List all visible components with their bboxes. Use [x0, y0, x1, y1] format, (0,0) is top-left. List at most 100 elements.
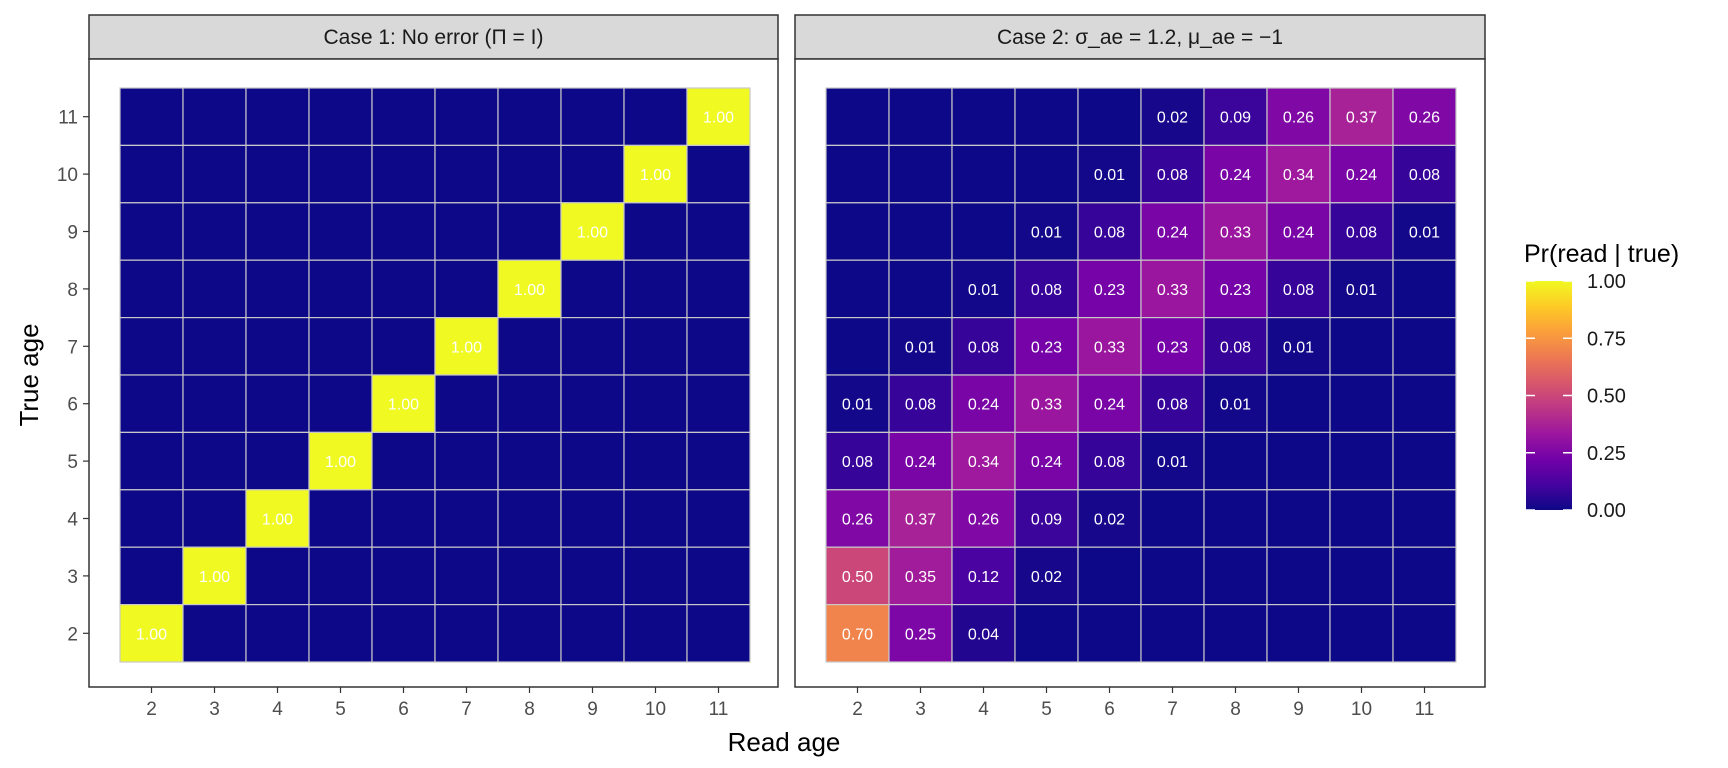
heatmap-cell	[951, 259, 1016, 319]
heatmap-cell	[1203, 546, 1268, 606]
heatmap-cell	[1329, 431, 1394, 491]
heatmap-cell	[1014, 317, 1079, 376]
y-tick-label: 9	[67, 223, 78, 244]
cell-value-label: 0.37	[905, 512, 936, 529]
y-tick-label: 4	[67, 510, 78, 531]
heatmap-cell	[1203, 374, 1268, 434]
cell-value-label: 0.70	[842, 626, 873, 643]
heatmap-cell	[371, 317, 436, 376]
heatmap-cell	[119, 603, 184, 663]
heatmap-cell	[119, 202, 184, 261]
heatmap-cell	[497, 202, 562, 261]
heatmap-cell	[623, 489, 688, 548]
x-tick-label: 9	[1293, 699, 1304, 720]
y-tick-label: 8	[67, 280, 78, 301]
legend-tick-label: 0.25	[1587, 443, 1626, 465]
heatmap-cell	[497, 144, 562, 204]
cell-value-label: 0.34	[1283, 167, 1314, 184]
heatmap-cell	[497, 546, 562, 606]
cell-value-label: 1.00	[577, 225, 608, 242]
heatmap-cell	[686, 546, 751, 606]
heatmap-cell	[1203, 431, 1268, 491]
heatmap-cell	[560, 603, 625, 663]
y-tick-label: 5	[67, 452, 78, 473]
heatmap-cell	[825, 317, 890, 376]
heatmap-cell	[623, 431, 688, 491]
cell-value-label: 0.02	[1094, 512, 1125, 529]
heatmap-cell	[119, 374, 184, 434]
cell-value-label: 0.26	[1409, 110, 1440, 127]
heatmap-cell	[623, 259, 688, 319]
heatmap-cell	[308, 374, 373, 434]
heatmap-cell	[371, 431, 436, 491]
heatmap-cell	[1266, 259, 1331, 319]
x-tick-label: 11	[1415, 699, 1435, 720]
heatmap-cell	[1329, 202, 1394, 261]
y-tick-label: 7	[67, 337, 78, 358]
heatmap-cell	[182, 202, 247, 261]
heatmap-cell	[497, 603, 562, 663]
heatmap-cell	[434, 546, 499, 606]
x-tick-label: 4	[978, 699, 989, 720]
heatmap-cell	[245, 259, 310, 319]
heatmap-cell	[1077, 431, 1142, 491]
heatmap-cell	[119, 431, 184, 491]
heatmap-cell	[825, 87, 890, 147]
heatmap-cell	[1329, 489, 1394, 548]
cell-value-label: 0.01	[905, 339, 936, 356]
cell-value-label: 0.33	[1157, 282, 1188, 299]
cell-value-label: 0.09	[1220, 110, 1251, 127]
facet-strip	[794, 14, 1486, 60]
cell-value-label: 1.00	[325, 454, 356, 471]
heatmap-cell	[623, 317, 688, 376]
heatmap-cell	[1329, 259, 1394, 319]
cell-value-label: 0.01	[1283, 339, 1314, 356]
heatmap-cell	[686, 489, 751, 548]
heatmap-cell	[182, 259, 247, 319]
x-tick-label: 6	[1104, 699, 1115, 720]
cell-value-label: 0.08	[842, 454, 873, 471]
heatmap-cell	[245, 489, 310, 548]
heatmap-cell	[245, 144, 310, 204]
heatmap-cell	[1266, 546, 1331, 606]
cell-value-label: 0.01	[968, 282, 999, 299]
cell-value-label: 0.33	[1220, 225, 1251, 242]
heatmap-cell	[371, 374, 436, 434]
heatmap-cell	[434, 489, 499, 548]
heatmap-cell	[1014, 374, 1079, 434]
x-tick-label: 5	[1041, 699, 1052, 720]
cell-value-label: 0.35	[905, 569, 936, 586]
cell-value-label: 0.01	[1220, 397, 1251, 414]
heatmap-cell	[686, 259, 751, 319]
heatmap-cell	[1077, 603, 1142, 663]
heatmap-cell	[497, 431, 562, 491]
heatmap-cell	[119, 317, 184, 376]
cell-value-label: 1.00	[199, 569, 230, 586]
heatmap-cell	[308, 202, 373, 261]
cell-value-label: 0.08	[1094, 225, 1125, 242]
heatmap-cell	[1392, 259, 1457, 319]
heatmap-cell	[1014, 87, 1079, 147]
heatmap-cell	[1140, 259, 1205, 319]
cell-value-label: 0.23	[1157, 339, 1188, 356]
x-tick-label: 10	[645, 699, 666, 720]
heatmap-cell	[1329, 603, 1394, 663]
cell-value-label: 1.00	[640, 167, 671, 184]
heatmap-cell	[686, 202, 751, 261]
heatmap-cell	[1140, 374, 1205, 434]
x-tick-label: 6	[398, 699, 409, 720]
heatmap-cell	[686, 317, 751, 376]
heatmap-cell	[308, 603, 373, 663]
heatmap-cell	[951, 603, 1016, 663]
heatmap-cell	[1392, 431, 1457, 491]
heatmap-cell	[1392, 489, 1457, 548]
heatmap-cell	[1329, 546, 1394, 606]
heatmap-cell	[497, 374, 562, 434]
heatmap-cell	[371, 603, 436, 663]
cell-value-label: 0.34	[968, 454, 999, 471]
cell-value-label: 1.00	[703, 110, 734, 127]
heatmap-cell	[1140, 431, 1205, 491]
heatmap-cell	[497, 259, 562, 319]
heatmap-cell	[825, 202, 890, 261]
legend-title: Pr(read | true)	[1524, 240, 1679, 268]
